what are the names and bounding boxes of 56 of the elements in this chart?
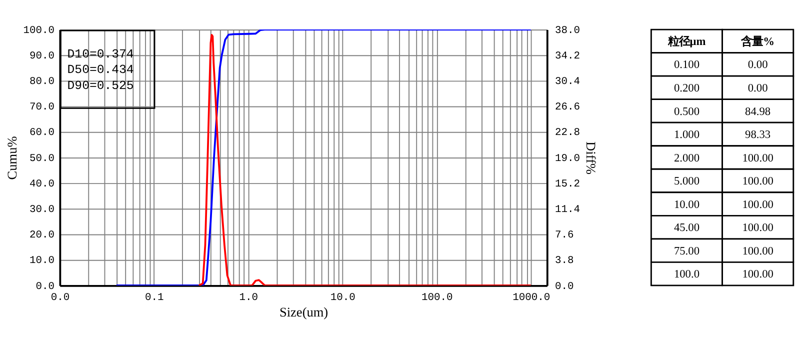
y-tick-label: 100.0 bbox=[23, 24, 54, 37]
text: 0.00 bbox=[748, 82, 768, 94]
annotation: D50=0.434 bbox=[67, 63, 134, 78]
category-label: 2.000 bbox=[674, 152, 700, 164]
x-tick-label: 0.1 bbox=[145, 292, 164, 304]
y-tick-label: 40.0 bbox=[30, 178, 54, 190]
category-label: 45.00 bbox=[674, 222, 700, 234]
category-label: 100.0 bbox=[674, 268, 700, 281]
category-label: 10.00 bbox=[674, 198, 700, 211]
y2-tick-label: 30.4 bbox=[554, 76, 580, 88]
x-axis-title: Size(um) bbox=[279, 304, 328, 320]
x-tick-label: 1000.0 bbox=[512, 292, 550, 304]
y2-tick-label: 15.2 bbox=[554, 178, 580, 190]
y2-axis-title: Diff% bbox=[584, 142, 599, 174]
text: 粒径μm bbox=[666, 34, 706, 48]
category-label: 0.200 bbox=[674, 82, 700, 94]
text: 0.00 bbox=[748, 59, 768, 72]
y2-tick-label: 3.8 bbox=[554, 255, 574, 268]
annotation: D10=0.374 bbox=[67, 47, 134, 62]
y2-tick-label: 22.8 bbox=[554, 127, 580, 140]
y-tick-label: 80.0 bbox=[30, 76, 54, 88]
y-tick-label: 70.0 bbox=[30, 102, 54, 114]
text: 100.00 bbox=[742, 222, 774, 234]
text: 100.00 bbox=[742, 245, 774, 258]
y-tick-label: 30.0 bbox=[30, 204, 54, 216]
y2-tick-label: 34.2 bbox=[554, 50, 580, 62]
category-label: 5.000 bbox=[674, 176, 700, 188]
y-tick-label: 10.0 bbox=[30, 255, 54, 268]
category-label: 0.500 bbox=[674, 106, 700, 118]
annotation: D90=0.525 bbox=[67, 78, 134, 93]
y-tick-label: 20.0 bbox=[30, 230, 54, 242]
y2-tick-label: 38.0 bbox=[554, 24, 580, 37]
y2-tick-label: 11.4 bbox=[554, 204, 580, 216]
category-label: 75.00 bbox=[674, 245, 700, 258]
category-label: 1.000 bbox=[674, 129, 700, 142]
x-tick-label: 10.0 bbox=[330, 292, 356, 304]
y2-tick-label: 7.6 bbox=[554, 230, 574, 242]
text: 100.00 bbox=[742, 176, 774, 188]
x-tick-label: 0.0 bbox=[50, 292, 70, 304]
y-axis-title: Cumu% bbox=[4, 136, 20, 180]
y2-tick-label: 0.0 bbox=[554, 280, 574, 293]
text: 98.33 bbox=[745, 129, 771, 142]
category-label: 0.100 bbox=[674, 59, 700, 72]
text: 100.00 bbox=[742, 198, 774, 211]
text: 100.00 bbox=[742, 268, 774, 281]
x-tick-label: 1.0 bbox=[239, 292, 258, 304]
text: 84.98 bbox=[745, 106, 771, 118]
text: 含量% bbox=[740, 34, 774, 48]
x-tick-label: 100.0 bbox=[422, 292, 453, 304]
y-tick-label: 0.0 bbox=[36, 280, 54, 293]
y-tick-label: 50.0 bbox=[30, 152, 54, 165]
y-tick-label: 60.0 bbox=[30, 127, 54, 140]
y-tick-label: 90.0 bbox=[30, 50, 54, 62]
text: 100.00 bbox=[742, 152, 774, 164]
y2-tick-label: 19.0 bbox=[554, 152, 580, 165]
y2-tick-label: 26.6 bbox=[554, 102, 580, 114]
